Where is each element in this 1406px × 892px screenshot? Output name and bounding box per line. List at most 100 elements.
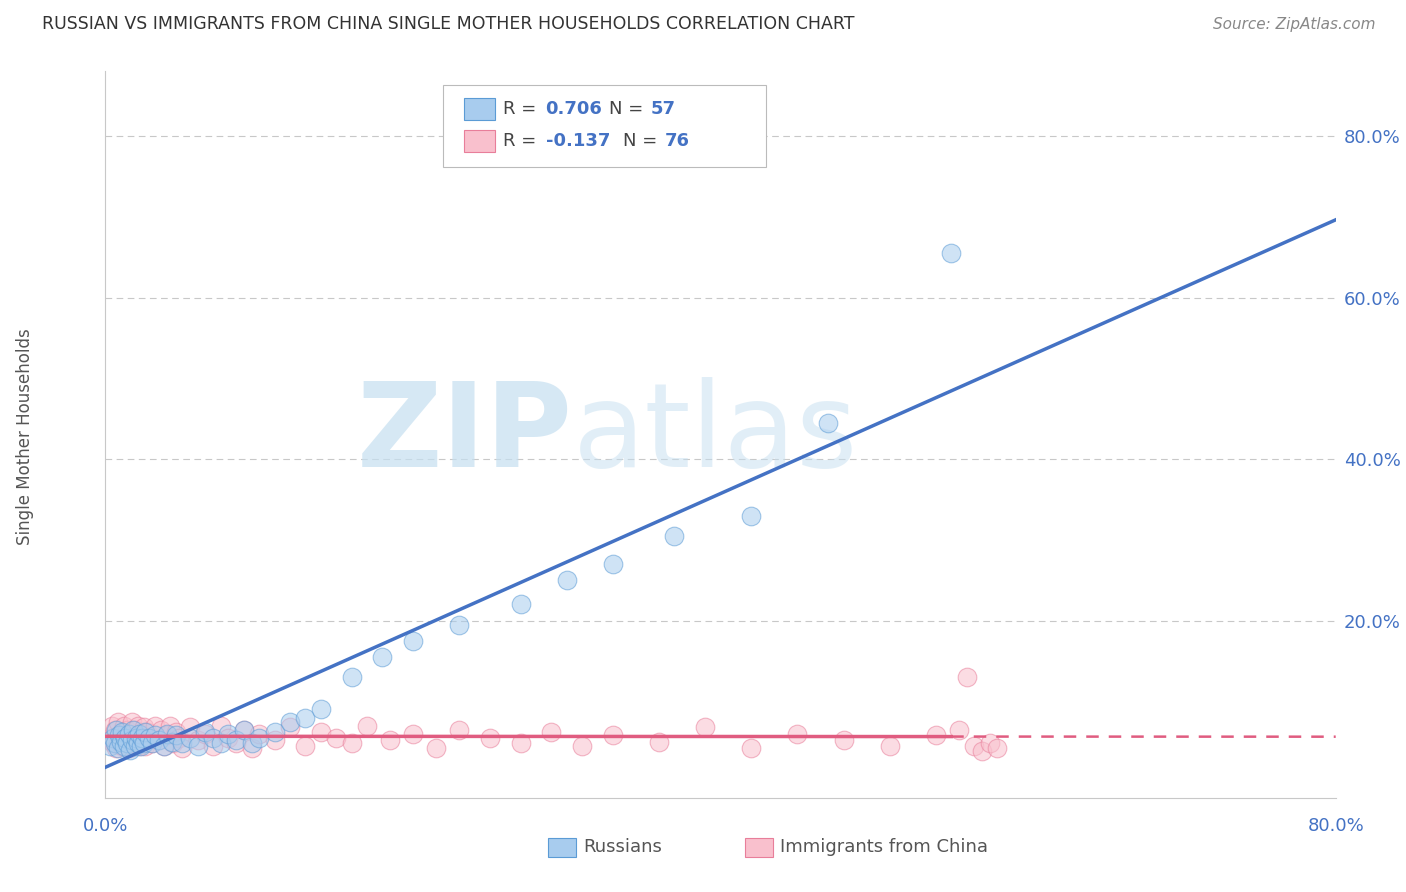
- Point: [104, 723, 127, 737]
- Point: [122, 736, 145, 750]
- Point: [202, 731, 225, 745]
- Point: [122, 723, 145, 737]
- Point: [540, 725, 562, 739]
- Point: [120, 728, 141, 742]
- Point: [263, 725, 285, 739]
- Point: [105, 723, 128, 737]
- Point: [247, 731, 270, 745]
- Text: R =: R =: [503, 100, 543, 118]
- Point: [153, 739, 176, 753]
- Point: [179, 720, 201, 734]
- Point: [162, 736, 184, 750]
- Point: [648, 735, 671, 749]
- Point: [107, 741, 129, 756]
- Point: [136, 725, 159, 739]
- Text: 57: 57: [651, 100, 676, 118]
- Point: [120, 743, 141, 757]
- Point: [121, 733, 143, 747]
- Point: [101, 736, 124, 750]
- Point: [138, 731, 160, 745]
- Point: [124, 739, 146, 753]
- Text: -0.137: -0.137: [546, 132, 610, 150]
- Point: [664, 529, 686, 543]
- Point: [179, 731, 201, 745]
- Point: [740, 741, 762, 756]
- Point: [187, 739, 209, 753]
- Text: 0.706: 0.706: [546, 100, 602, 118]
- Point: [138, 731, 160, 745]
- Text: 76: 76: [665, 132, 690, 150]
- Point: [128, 727, 150, 741]
- Point: [134, 739, 156, 753]
- Point: [786, 727, 808, 741]
- Point: [134, 725, 156, 739]
- Point: [115, 736, 138, 750]
- Point: [240, 741, 263, 756]
- Point: [141, 736, 163, 750]
- Point: [148, 733, 170, 747]
- Point: [141, 736, 163, 750]
- Point: [218, 731, 240, 745]
- Point: [98, 739, 121, 753]
- Point: [115, 723, 138, 737]
- Text: Single Mother Households: Single Mother Households: [17, 329, 34, 545]
- Point: [340, 670, 363, 684]
- Point: [101, 731, 124, 745]
- Point: [202, 739, 225, 753]
- Text: 0.0%: 0.0%: [83, 817, 128, 835]
- Point: [132, 736, 155, 750]
- Point: [125, 731, 148, 745]
- Point: [240, 736, 263, 750]
- Text: RUSSIAN VS IMMIGRANTS FROM CHINA SINGLE MOTHER HOUSEHOLDS CORRELATION CHART: RUSSIAN VS IMMIGRANTS FROM CHINA SINGLE …: [42, 14, 855, 32]
- Point: [124, 723, 146, 737]
- Text: R =: R =: [503, 132, 543, 150]
- Point: [225, 736, 247, 750]
- Point: [571, 739, 593, 753]
- Point: [127, 736, 149, 750]
- Point: [309, 725, 332, 739]
- Point: [114, 731, 136, 745]
- Point: [149, 723, 172, 737]
- Point: [232, 723, 254, 737]
- Point: [159, 719, 181, 733]
- Point: [143, 719, 166, 733]
- Text: 80.0%: 80.0%: [1308, 817, 1364, 835]
- Point: [402, 633, 425, 648]
- Point: [121, 714, 143, 729]
- Point: [209, 719, 232, 733]
- Point: [449, 723, 471, 737]
- Point: [117, 741, 139, 756]
- Point: [979, 736, 1001, 750]
- Point: [132, 720, 155, 734]
- Point: [165, 725, 187, 739]
- Point: [218, 727, 240, 741]
- Point: [108, 733, 131, 747]
- Point: [117, 727, 139, 741]
- Point: [131, 733, 153, 747]
- Text: Immigrants from China: Immigrants from China: [780, 838, 988, 856]
- Point: [925, 728, 948, 742]
- Text: Source: ZipAtlas.com: Source: ZipAtlas.com: [1212, 17, 1375, 31]
- Point: [509, 598, 531, 612]
- Point: [165, 728, 187, 742]
- Point: [107, 714, 129, 729]
- Point: [169, 731, 191, 745]
- Point: [817, 416, 839, 430]
- Point: [98, 731, 121, 745]
- Point: [963, 739, 986, 753]
- Point: [371, 650, 394, 665]
- Point: [112, 739, 135, 753]
- Point: [104, 736, 127, 750]
- Point: [970, 744, 993, 758]
- Text: N =: N =: [623, 132, 662, 150]
- Point: [278, 714, 301, 729]
- Point: [232, 723, 254, 737]
- Point: [112, 719, 135, 733]
- Point: [956, 670, 979, 684]
- Point: [128, 739, 150, 753]
- Point: [832, 733, 855, 747]
- Text: N =: N =: [609, 100, 648, 118]
- Point: [509, 736, 531, 750]
- Point: [209, 736, 232, 750]
- Point: [172, 741, 194, 756]
